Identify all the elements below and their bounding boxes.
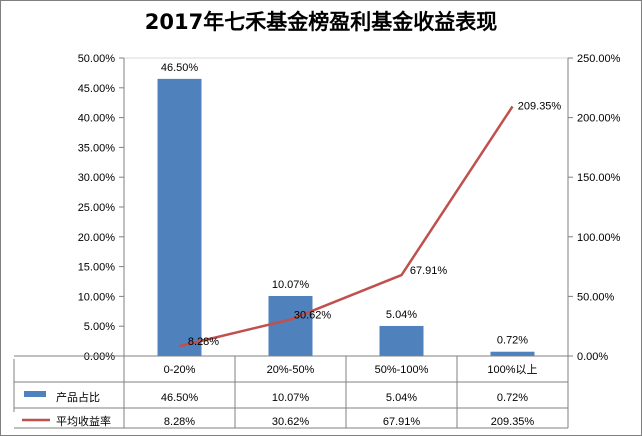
right-axis-tick-label: 100.00% <box>577 232 621 244</box>
right-axis-tick-label: 250.00% <box>577 53 621 65</box>
data-table-cell: 67.91% <box>383 416 421 428</box>
data-table-cell: 46.50% <box>161 392 199 404</box>
line-data-label: 67.91% <box>410 265 448 277</box>
bar-data-label: 5.04% <box>386 309 417 321</box>
bar-data-label: 10.07% <box>272 279 310 291</box>
chart-title: 2017年七禾基金榜盈利基金收益表现 <box>144 10 498 34</box>
data-table-cell: 209.35% <box>491 416 535 428</box>
bar <box>268 295 313 356</box>
bar <box>379 325 424 356</box>
bar <box>157 78 202 357</box>
left-axis-tick-label: 35.00% <box>78 142 116 154</box>
left-axis-tick-label: 30.00% <box>78 172 116 184</box>
line-data-label: 209.35% <box>518 100 562 112</box>
right-axis-tick-label: 200.00% <box>577 113 621 125</box>
line-data-label: 8.28% <box>188 336 219 348</box>
bar-data-label: 0.72% <box>497 335 528 347</box>
right-axis-tick-label: 150.00% <box>577 172 621 184</box>
data-table-cell: 0.72% <box>497 392 528 404</box>
x-axis-category-label: 50%-100% <box>375 364 429 376</box>
left-axis-tick-label: 50.00% <box>78 53 116 65</box>
left-axis-tick-label: 5.00% <box>84 321 115 333</box>
bar <box>490 351 535 356</box>
x-axis-category-label: 20%-50% <box>267 364 315 376</box>
legend-series-name: 产品占比 <box>56 390 100 404</box>
left-axis-tick-label: 10.00% <box>78 291 116 303</box>
legend-series-name: 平均收益率 <box>56 414 111 428</box>
data-table-cell: 8.28% <box>164 416 195 428</box>
line-data-label: 30.62% <box>294 310 332 322</box>
left-axis-tick-label: 45.00% <box>78 83 116 95</box>
right-axis-tick-label: 0.00% <box>577 351 608 363</box>
line-series-path <box>179 105 514 348</box>
data-table-cell: 10.07% <box>272 392 310 404</box>
left-axis-tick-label: 25.00% <box>78 202 116 214</box>
left-axis-tick-label: 40.00% <box>78 113 116 125</box>
data-table-cell: 5.04% <box>386 392 417 404</box>
legend-key-bar <box>24 391 46 397</box>
data-table-cell: 30.62% <box>272 416 310 428</box>
left-axis-tick-label: 0.00% <box>84 351 115 363</box>
left-axis-tick-label: 15.00% <box>78 262 116 274</box>
right-axis-tick-label: 50.00% <box>577 291 615 303</box>
x-axis-category-label: 0-20% <box>164 364 196 376</box>
bar-data-label: 46.50% <box>161 62 199 74</box>
x-axis-category-label: 100%以上 <box>487 363 537 376</box>
left-axis-tick-label: 20.00% <box>78 232 116 244</box>
